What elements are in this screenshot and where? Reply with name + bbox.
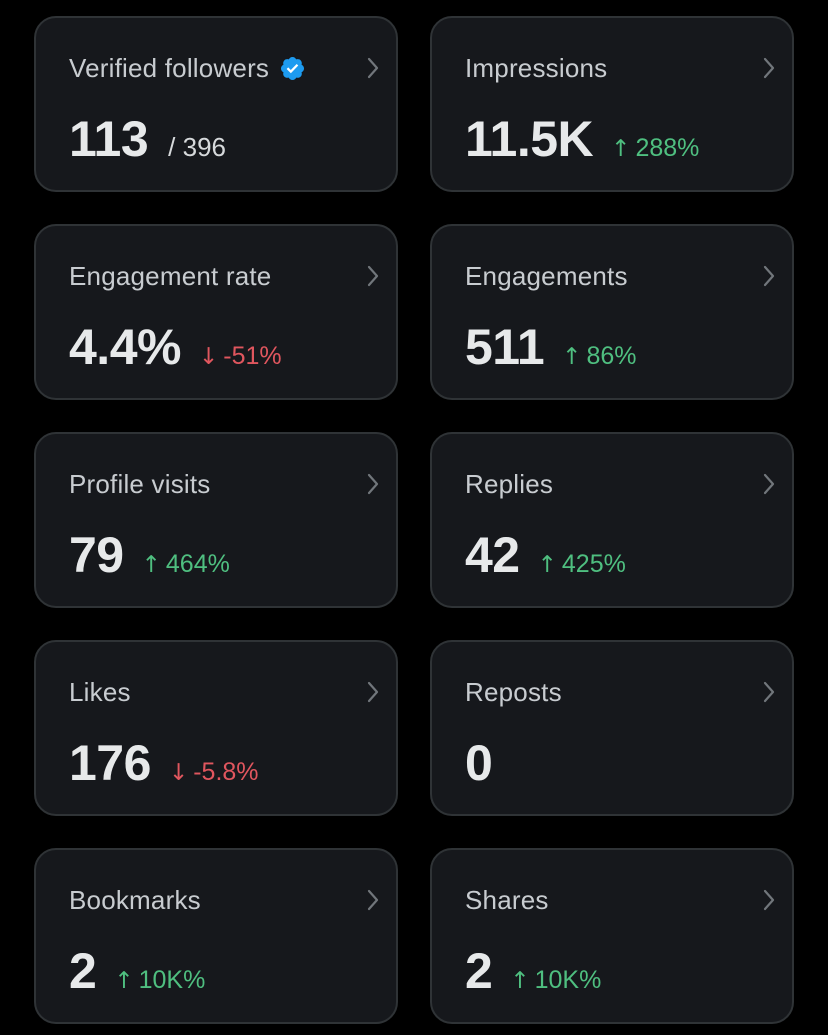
card-label: Verified followers <box>69 52 270 83</box>
card-label-row: Reposts <box>465 675 562 709</box>
card-value: 4.4% <box>69 319 181 375</box>
card-value-row: 113 / 396 <box>69 110 226 168</box>
card-label: Impressions <box>465 52 608 83</box>
impressions-card[interactable]: Impressions 11.5K ↑ 288% <box>430 16 794 192</box>
card-value: 113 <box>69 111 149 167</box>
card-label-row: Impressions <box>465 51 607 85</box>
card-value: 42 <box>465 527 520 583</box>
card-value-row: 0 <box>465 734 493 792</box>
card-label-row: Engagements <box>465 259 628 293</box>
card-value: 2 <box>69 943 97 999</box>
card-value: 2 <box>465 943 493 999</box>
down-arrow-icon: ↓ <box>168 760 189 786</box>
likes-card[interactable]: Likes 176 ↓ -5.8% <box>34 640 398 816</box>
up-arrow-icon: ↑ <box>141 552 161 578</box>
card-label-row: Replies <box>465 467 553 501</box>
change-indicator: ↑ 86% <box>562 342 636 371</box>
chevron-right-icon <box>367 265 379 287</box>
card-label: Shares <box>465 884 549 915</box>
chevron-right-icon <box>367 57 379 79</box>
verified-followers-card[interactable]: Verified followers 113 / 396 <box>34 16 398 192</box>
card-value: 11.5K <box>465 111 594 167</box>
engagements-card[interactable]: Engagements 511 ↑ 86% <box>430 224 794 400</box>
card-label-row: Shares <box>465 883 549 917</box>
card-label-row: Verified followers <box>69 51 306 85</box>
card-label-row: Profile visits <box>69 467 211 501</box>
card-value-row: 2 ↑ 10K% <box>465 942 601 1000</box>
engagement-rate-card[interactable]: Engagement rate 4.4% ↓ -51% <box>34 224 398 400</box>
card-value-row: 2 ↑ 10K% <box>69 942 205 1000</box>
verified-badge-icon <box>281 56 305 80</box>
change-indicator: ↑ 10K% <box>114 966 205 995</box>
card-value-row: 511 ↑ 86% <box>465 318 637 376</box>
card-label: Likes <box>69 676 131 707</box>
change-percent: 425% <box>561 550 626 578</box>
chevron-right-icon <box>763 889 775 911</box>
card-value-row: 42 ↑ 425% <box>465 526 626 584</box>
card-label: Profile visits <box>69 468 211 499</box>
card-label: Replies <box>465 468 554 499</box>
up-arrow-icon: ↑ <box>562 344 582 370</box>
change-indicator: ↑ 10K% <box>510 966 601 995</box>
change-percent: -51% <box>223 342 282 370</box>
card-value-row: 79 ↑ 464% <box>69 526 230 584</box>
replies-card[interactable]: Replies 42 ↑ 425% <box>430 432 794 608</box>
chevron-right-icon <box>367 889 379 911</box>
change-percent: 10K% <box>534 966 602 994</box>
card-label-row: Engagement rate <box>69 259 271 293</box>
change-indicator: ↑ 288% <box>611 134 699 163</box>
card-total: / 396 <box>168 132 226 162</box>
bookmarks-card[interactable]: Bookmarks 2 ↑ 10K% <box>34 848 398 1024</box>
analytics-cards-grid: Verified followers 113 / 396 Impressions… <box>34 16 794 1024</box>
chevron-right-icon <box>763 57 775 79</box>
card-value-row: 11.5K ↑ 288% <box>465 110 699 168</box>
change-indicator: ↓ -51% <box>199 342 282 371</box>
up-arrow-icon: ↑ <box>510 968 530 994</box>
change-indicator: ↓ -5.8% <box>169 758 259 787</box>
chevron-right-icon <box>763 681 775 703</box>
chevron-right-icon <box>763 265 775 287</box>
change-percent: 10K% <box>138 966 206 994</box>
up-arrow-icon: ↑ <box>611 136 631 162</box>
chevron-right-icon <box>367 473 379 495</box>
card-value: 176 <box>69 735 151 791</box>
up-arrow-icon: ↑ <box>114 968 134 994</box>
card-value: 511 <box>465 319 545 375</box>
card-value-row: 176 ↓ -5.8% <box>69 734 259 792</box>
change-percent: 464% <box>165 550 230 578</box>
chevron-right-icon <box>367 681 379 703</box>
card-value-row: 4.4% ↓ -51% <box>69 318 282 376</box>
down-arrow-icon: ↓ <box>198 344 219 370</box>
change-indicator: ↑ 464% <box>142 550 230 579</box>
card-value: 0 <box>465 735 493 791</box>
profile-visits-card[interactable]: Profile visits 79 ↑ 464% <box>34 432 398 608</box>
change-percent: 288% <box>635 134 700 162</box>
card-label-row: Likes <box>69 675 131 709</box>
card-label-row: Bookmarks <box>69 883 201 917</box>
card-value: 79 <box>69 527 124 583</box>
change-percent: -5.8% <box>193 758 259 786</box>
change-indicator: ↑ 425% <box>538 550 626 579</box>
card-label: Bookmarks <box>69 884 201 915</box>
up-arrow-icon: ↑ <box>537 552 557 578</box>
chevron-right-icon <box>763 473 775 495</box>
card-label: Engagements <box>465 260 628 291</box>
card-label: Engagement rate <box>69 260 272 291</box>
change-percent: 86% <box>586 342 637 370</box>
shares-card[interactable]: Shares 2 ↑ 10K% <box>430 848 794 1024</box>
card-label: Reposts <box>465 676 562 707</box>
reposts-card[interactable]: Reposts 0 <box>430 640 794 816</box>
